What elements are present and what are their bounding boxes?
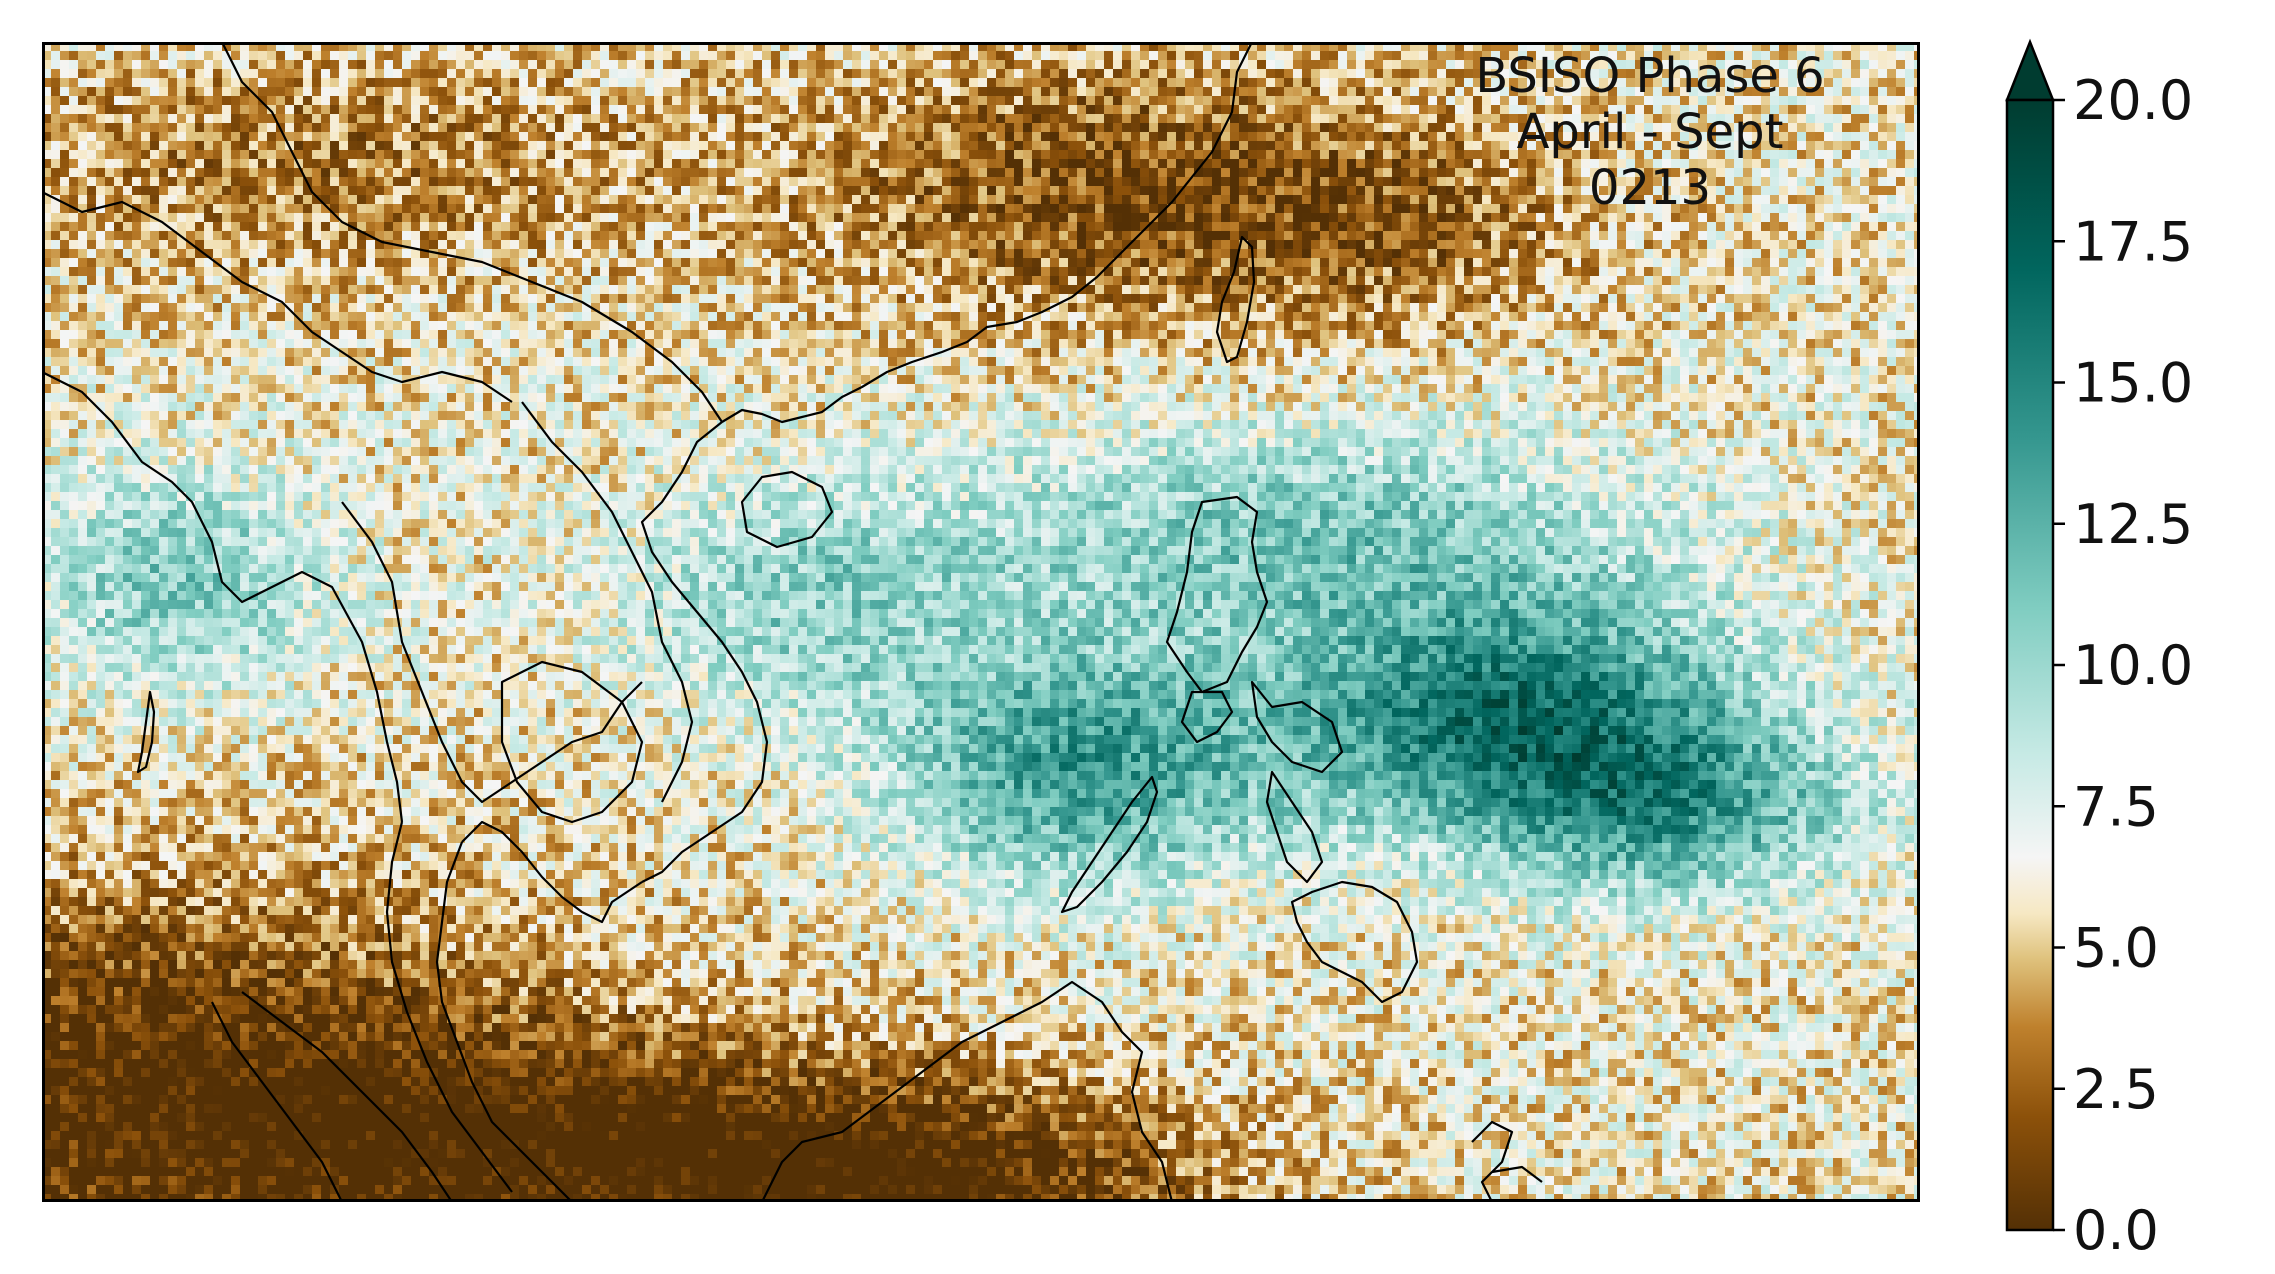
coastline-borneo: [761, 980, 1174, 1202]
coastline-mindanao: [1290, 880, 1419, 1004]
colorbar-tick-label: 20.0: [2073, 69, 2193, 132]
colorbar-tick-label: 10.0: [2073, 634, 2193, 697]
colorbar-tick-label: 7.5: [2073, 775, 2159, 838]
coastline-vietnam: [640, 421, 769, 883]
annotation-line-season: April - Sept: [1516, 104, 1784, 160]
coastline-taiwan: [1215, 235, 1256, 364]
colorbar-extend-arrow: [2005, 38, 2055, 102]
coastline-sulawesi: [1471, 1120, 1543, 1202]
colorbar-gradient: [2005, 98, 2055, 1232]
coastline-mekong: [461, 820, 643, 924]
map-panel: [42, 42, 1920, 1202]
precipitation-field: [42, 42, 1920, 1202]
colorbar-tick-label: 15.0: [2073, 352, 2193, 415]
border-thailand: [341, 501, 643, 804]
colorbar-ticks: 0.0 2.5 5.0 7.5 10.0 12.5 15.0 17.5 20.0: [2053, 69, 2193, 1262]
colorbar-tick-label: 5.0: [2073, 917, 2159, 980]
colorbar-tick-label: 0.0: [2073, 1199, 2159, 1262]
colorbar-tick-label: 17.5: [2073, 210, 2193, 273]
coastline-china: [721, 42, 1253, 424]
coastline-palawan: [1060, 775, 1159, 914]
annotation-line-date: 0213: [1588, 160, 1712, 216]
coastline-visayas: [1180, 680, 1344, 884]
coastline-andaman: [136, 690, 156, 774]
coastlines: [42, 42, 1543, 1202]
border-china-north: [221, 42, 723, 423]
colorbar: 0.0 2.5 5.0 7.5 10.0 12.5 15.0 17.5 20.0: [2005, 38, 2193, 1262]
coastline-sumatra: [241, 991, 453, 1202]
coastline-hainan: [740, 470, 834, 549]
coastline-luzon: [1165, 495, 1269, 694]
coastline-myanmar: [42, 371, 404, 823]
colorbar-tick-label: 2.5: [2073, 1058, 2159, 1121]
colorbar-tick-label: 12.5: [2073, 493, 2193, 556]
coastline-malay-peninsula: [435, 841, 573, 1202]
annotation-line-phase: BSISO Phase 6: [1475, 48, 1825, 104]
border-laos-vietnam: [521, 401, 694, 803]
border-myanmar-china: [42, 191, 513, 403]
map-annotation: BSISO Phase 6 April - Sept 0213: [1420, 48, 1880, 216]
border-cambodia: [500, 660, 644, 824]
